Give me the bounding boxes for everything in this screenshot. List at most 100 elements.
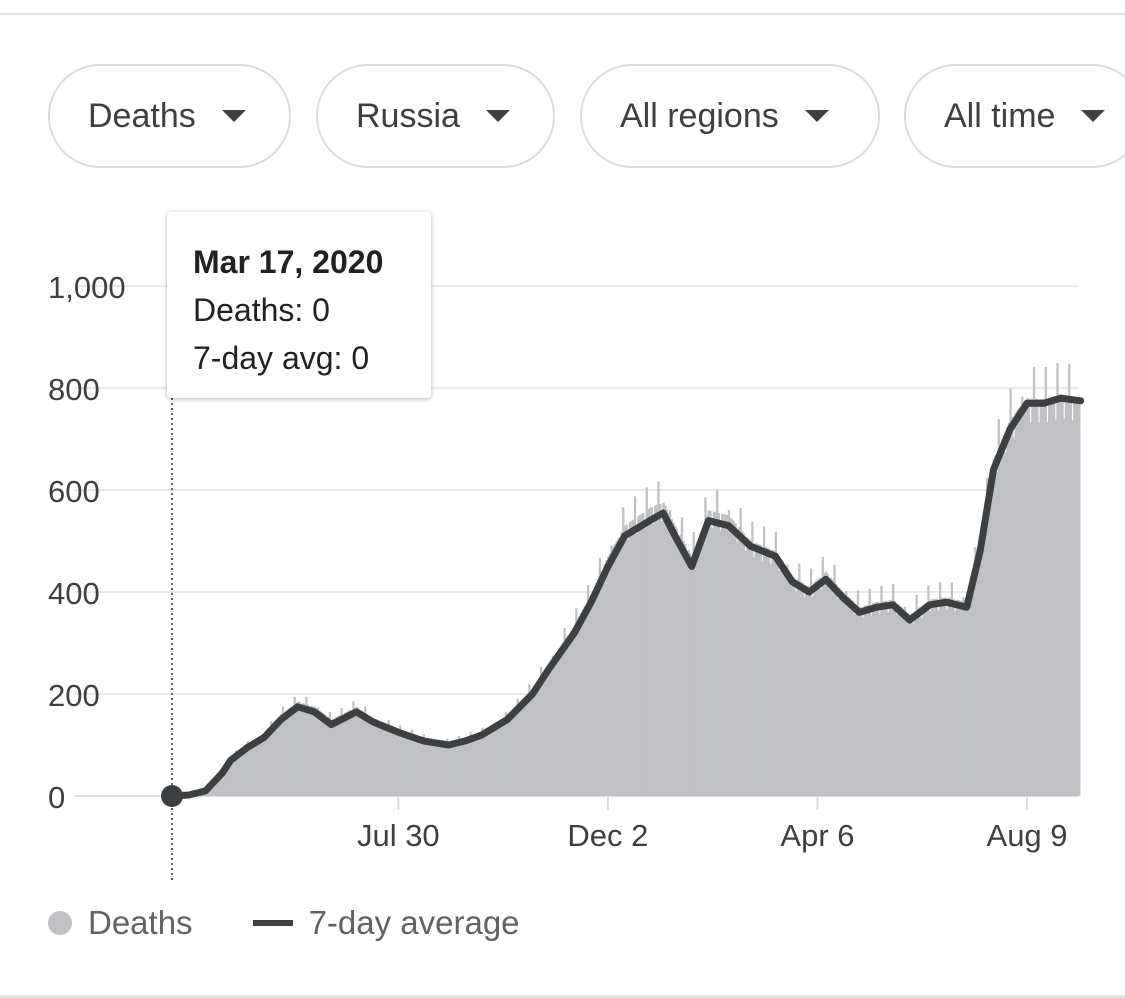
deaths-bar — [999, 443, 1002, 796]
deaths-bar — [291, 710, 295, 796]
deaths-bar — [499, 721, 503, 796]
deaths-bar — [947, 597, 950, 796]
deaths-bar — [533, 686, 536, 796]
deaths-bar — [967, 594, 970, 796]
deaths-bar — [764, 547, 767, 796]
deaths-bar — [1019, 406, 1022, 796]
deaths-bar — [826, 573, 829, 796]
deaths-bar — [662, 502, 665, 796]
deaths-bar — [950, 582, 954, 796]
deaths-bar — [273, 722, 276, 796]
deaths-bar — [343, 712, 347, 796]
deaths-bar — [754, 543, 757, 796]
deaths-bar — [840, 589, 843, 796]
x-tick-label: Jul 30 — [357, 818, 440, 853]
deaths-bar — [462, 739, 466, 796]
deaths-bar — [962, 597, 965, 796]
deaths-bar — [1012, 437, 1016, 796]
deaths-bar — [281, 706, 285, 796]
deaths-bar — [402, 731, 405, 796]
deaths-bar — [875, 602, 878, 796]
deaths-bar — [516, 698, 519, 796]
deaths-bar — [513, 709, 516, 796]
deaths-bar — [563, 628, 566, 796]
deaths-bar — [997, 419, 1000, 796]
deaths-bar — [985, 477, 989, 796]
deaths-bar — [667, 512, 670, 796]
timeframe-dropdown[interactable]: All time — [904, 64, 1125, 168]
deaths-bar — [565, 637, 568, 796]
region-dropdown-label: All regions — [620, 96, 779, 135]
deaths-bar — [395, 729, 399, 796]
deaths-bar — [677, 547, 680, 796]
deaths-bar — [908, 614, 912, 796]
deaths-bar — [635, 534, 638, 796]
deaths-bar — [1053, 396, 1056, 796]
timeframe-dropdown-label: All time — [944, 96, 1056, 135]
deaths-bar — [476, 738, 479, 796]
deaths-bar — [905, 611, 908, 796]
deaths-bar — [1068, 363, 1071, 796]
deaths-bar — [813, 582, 816, 796]
deaths-bar — [841, 592, 845, 796]
deaths-legend-dot-icon — [48, 911, 72, 935]
deaths-bar — [432, 740, 435, 796]
deaths-bar — [984, 511, 987, 796]
deaths-bar — [643, 528, 647, 796]
deaths-bar — [390, 726, 394, 796]
deaths-bar — [623, 525, 627, 796]
deaths-bar — [271, 724, 275, 796]
deaths-bar — [461, 739, 464, 796]
deaths-bar — [317, 707, 320, 796]
deaths-bar — [711, 528, 714, 796]
deaths-bar — [1047, 397, 1051, 796]
deaths-bar — [685, 562, 689, 796]
deaths-bar — [945, 609, 948, 796]
deaths-bar — [992, 459, 995, 796]
deaths-bar — [630, 520, 633, 796]
deaths-bar — [501, 724, 504, 796]
deaths-bar — [771, 549, 774, 796]
deaths-bar — [213, 780, 216, 796]
deaths-bar — [425, 742, 429, 796]
deaths-bar — [1017, 408, 1021, 796]
deaths-bar — [747, 539, 751, 796]
country-dropdown[interactable]: Russia — [316, 64, 555, 168]
deaths-bar — [898, 605, 902, 796]
deaths-bar — [915, 594, 918, 796]
deaths-bar — [632, 519, 635, 796]
deaths-bar — [724, 514, 727, 796]
deaths-bar — [960, 600, 964, 796]
deaths-bar — [912, 623, 915, 796]
deaths-bar — [856, 590, 860, 796]
deaths-bar — [260, 736, 263, 796]
deaths-bar — [739, 507, 742, 796]
deaths-bar — [593, 599, 596, 796]
deaths-bar — [368, 716, 372, 796]
deaths-bar — [342, 718, 345, 796]
deaths-bar — [436, 741, 439, 796]
deaths-bar — [977, 550, 980, 796]
region-dropdown[interactable]: All regions — [580, 64, 880, 168]
deaths-bar — [328, 712, 332, 796]
deaths-bar — [504, 711, 508, 796]
deaths-bar — [253, 740, 256, 796]
deaths-bar — [996, 471, 999, 796]
deaths-bar — [719, 530, 722, 796]
deaths-bar — [1016, 410, 1019, 796]
y-tick-label: 200 — [48, 678, 100, 713]
metric-dropdown[interactable]: Deaths — [48, 64, 291, 168]
deaths-bar — [389, 726, 392, 796]
deaths-bar — [1001, 439, 1004, 796]
deaths-bar — [722, 514, 726, 796]
deaths-bar — [972, 572, 975, 796]
deaths-bar — [727, 509, 731, 796]
deaths-bar — [799, 581, 803, 796]
deaths-bar — [375, 719, 378, 796]
deaths-bar — [581, 609, 585, 796]
deaths-bar — [942, 597, 945, 796]
deaths-bar — [498, 722, 501, 796]
deaths-bar — [855, 604, 858, 796]
deaths-bar — [1037, 422, 1041, 796]
